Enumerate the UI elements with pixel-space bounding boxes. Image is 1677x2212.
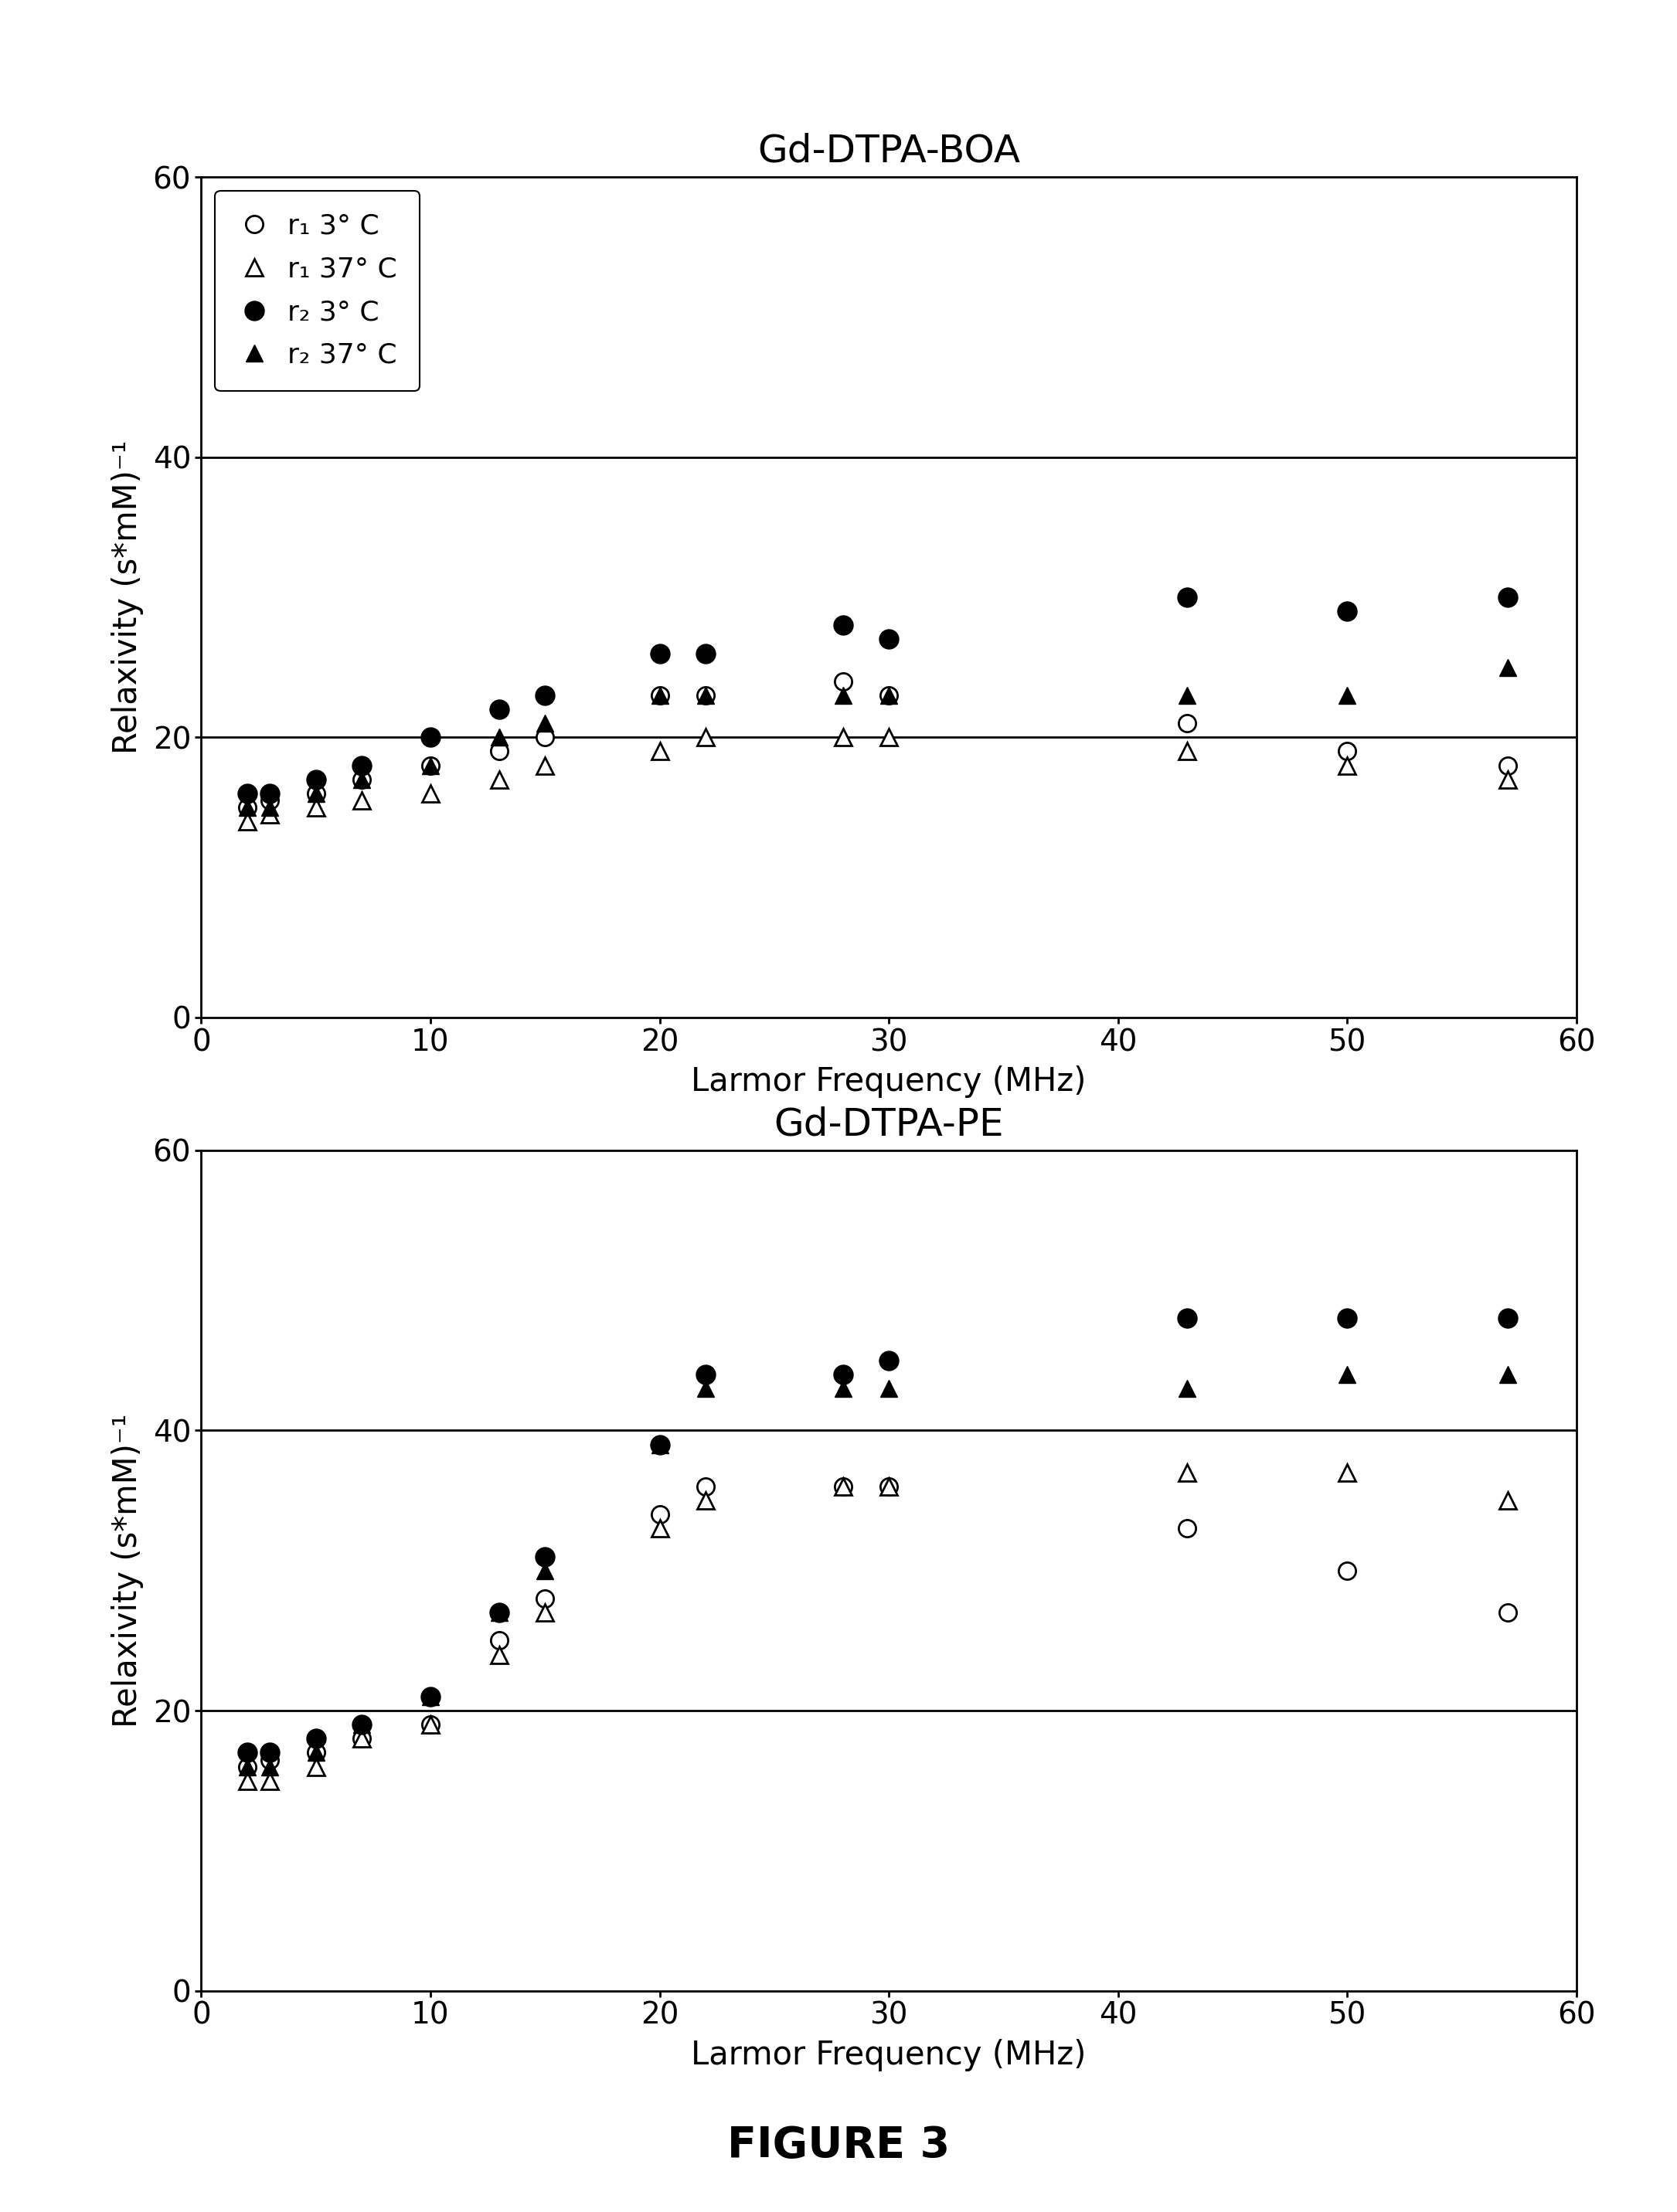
r₂ 3° C [421, 723, 441, 750]
Line: r₁ 37° C: r₁ 37° C [238, 728, 1516, 830]
r₂ 37° C [236, 794, 257, 821]
r₁ 3° C [421, 752, 441, 779]
X-axis label: Larmor Frequency (MHz): Larmor Frequency (MHz) [691, 1066, 1087, 1097]
r₁ 3° C [649, 681, 669, 708]
r₁ 37° C [696, 723, 716, 750]
r₂ 37° C [260, 794, 280, 821]
r₂ 3° C [490, 697, 510, 723]
r₂ 3° C [236, 781, 257, 807]
r₁ 3° C [1177, 710, 1197, 737]
r₁ 3° C [490, 739, 510, 765]
Y-axis label: Relaxivity (s*mM)⁻¹: Relaxivity (s*mM)⁻¹ [112, 1413, 144, 1728]
r₁ 37° C [649, 739, 669, 765]
Text: FIGURE 3: FIGURE 3 [728, 2126, 949, 2166]
X-axis label: Larmor Frequency (MHz): Larmor Frequency (MHz) [691, 2039, 1087, 2070]
r₁ 3° C [696, 681, 716, 708]
r₁ 3° C [260, 787, 280, 814]
r₂ 3° C [352, 752, 372, 779]
r₂ 3° C [305, 765, 325, 792]
r₂ 37° C [490, 723, 510, 750]
r₂ 3° C [649, 639, 669, 666]
r₂ 3° C [879, 626, 899, 653]
r₂ 37° C [649, 681, 669, 708]
r₂ 3° C [696, 639, 716, 666]
r₂ 37° C [535, 710, 555, 737]
r₂ 3° C [1498, 584, 1518, 611]
r₁ 37° C [1177, 739, 1197, 765]
Title: Gd-DTPA-PE: Gd-DTPA-PE [773, 1106, 1005, 1144]
r₁ 3° C [1498, 752, 1518, 779]
r₂ 3° C [260, 781, 280, 807]
r₂ 37° C [879, 681, 899, 708]
r₁ 3° C [305, 781, 325, 807]
r₂ 37° C [833, 681, 854, 708]
Line: r₂ 3° C: r₂ 3° C [238, 588, 1518, 803]
Line: r₂ 37° C: r₂ 37° C [238, 659, 1516, 816]
r₁ 3° C [352, 765, 372, 792]
r₁ 3° C [879, 681, 899, 708]
r₁ 37° C [260, 801, 280, 827]
r₁ 37° C [490, 765, 510, 792]
r₂ 37° C [1337, 681, 1357, 708]
Y-axis label: Relaxivity (s*mM)⁻¹: Relaxivity (s*mM)⁻¹ [112, 440, 144, 754]
Line: r₁ 3° C: r₁ 3° C [238, 672, 1516, 816]
r₁ 3° C [1337, 739, 1357, 765]
r₁ 37° C [352, 787, 372, 814]
Legend: r₁ 3° C, r₁ 37° C, r₂ 3° C, r₂ 37° C: r₁ 3° C, r₁ 37° C, r₂ 3° C, r₂ 37° C [215, 190, 419, 392]
r₂ 3° C [1337, 597, 1357, 624]
Title: Gd-DTPA-BOA: Gd-DTPA-BOA [758, 133, 1020, 170]
r₁ 37° C [535, 752, 555, 779]
r₂ 37° C [421, 752, 441, 779]
r₁ 37° C [421, 781, 441, 807]
r₁ 37° C [833, 723, 854, 750]
r₁ 3° C [833, 668, 854, 695]
r₂ 37° C [696, 681, 716, 708]
r₁ 37° C [236, 807, 257, 834]
r₁ 3° C [535, 723, 555, 750]
r₂ 37° C [305, 781, 325, 807]
r₂ 37° C [352, 765, 372, 792]
r₂ 37° C [1498, 655, 1518, 681]
r₂ 3° C [535, 681, 555, 708]
r₁ 37° C [305, 794, 325, 821]
r₂ 3° C [833, 613, 854, 639]
r₁ 37° C [1498, 765, 1518, 792]
r₂ 37° C [1177, 681, 1197, 708]
r₁ 37° C [1337, 752, 1357, 779]
r₁ 3° C [236, 794, 257, 821]
r₂ 3° C [1177, 584, 1197, 611]
r₁ 37° C [879, 723, 899, 750]
